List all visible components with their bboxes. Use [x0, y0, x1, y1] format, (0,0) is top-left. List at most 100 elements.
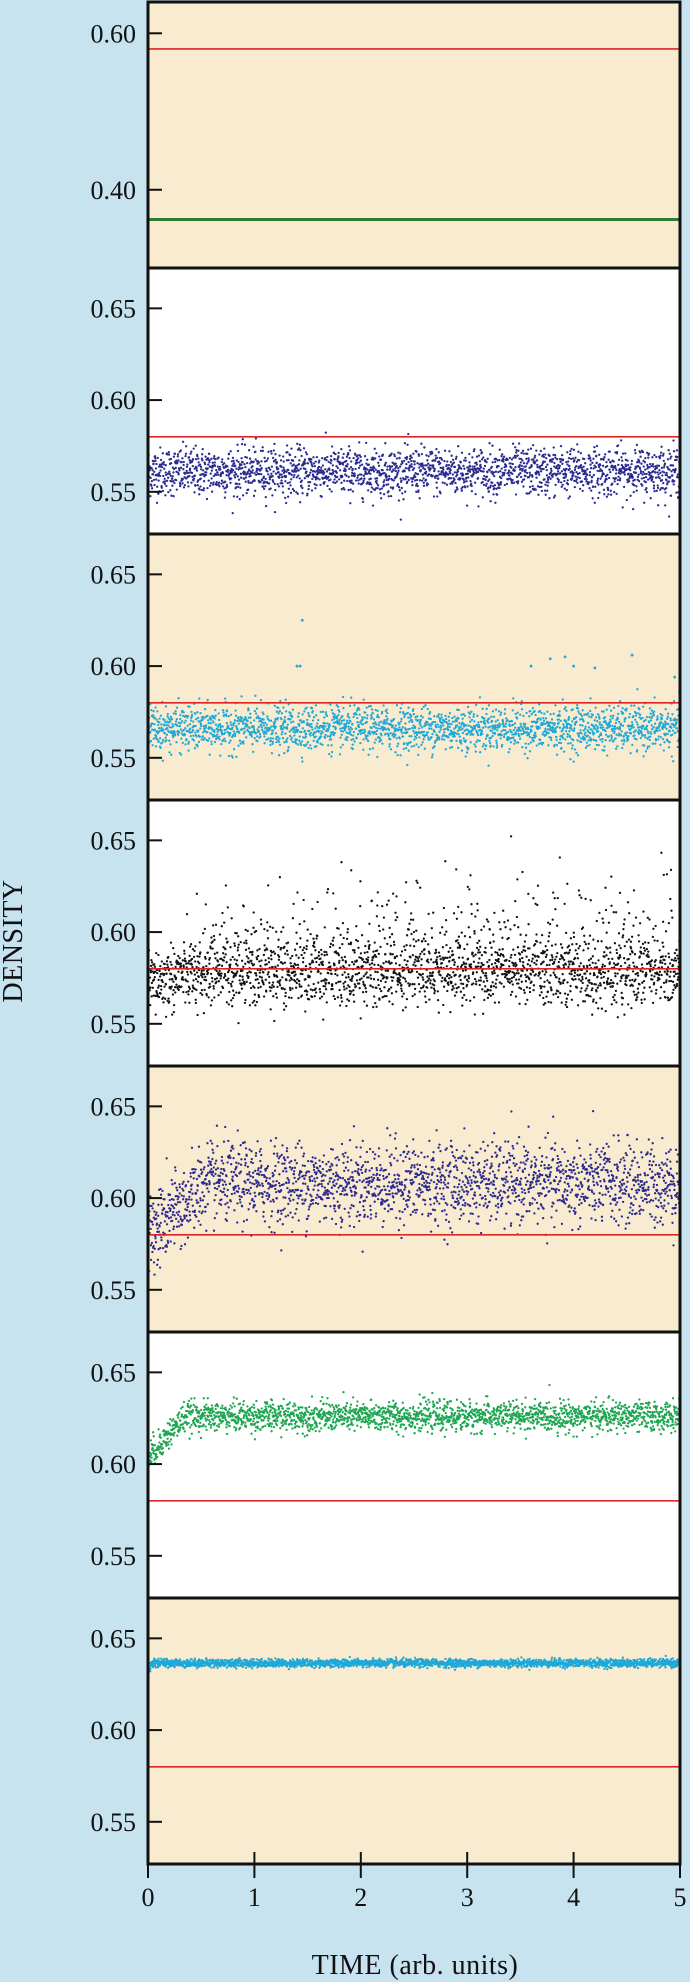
data-point	[257, 725, 260, 729]
data-point	[178, 467, 181, 470]
data-point	[268, 482, 271, 485]
data-point	[234, 962, 238, 966]
data-point	[172, 480, 175, 483]
data-point	[491, 473, 495, 476]
data-point	[331, 464, 334, 467]
data-point	[467, 476, 470, 479]
data-point	[438, 730, 441, 734]
data-point	[314, 714, 318, 717]
data-point	[345, 721, 349, 724]
data-point	[475, 723, 478, 727]
data-point	[293, 728, 296, 732]
data-point	[349, 726, 352, 729]
data-point	[158, 721, 161, 724]
data-point	[292, 730, 295, 733]
data-point	[608, 468, 611, 471]
data-point	[362, 738, 365, 741]
data-point	[377, 723, 381, 727]
data-point	[319, 742, 322, 745]
data-point	[365, 706, 368, 709]
data-point	[276, 985, 279, 989]
data-point	[185, 962, 188, 965]
data-point	[639, 471, 642, 475]
data-point	[466, 733, 469, 736]
data-point	[351, 743, 354, 746]
data-point	[511, 442, 515, 445]
data-point	[269, 1008, 272, 1011]
data-point	[537, 742, 541, 746]
data-point	[387, 733, 390, 736]
data-point	[466, 705, 470, 709]
data-point	[220, 729, 223, 732]
data-point	[408, 469, 411, 472]
data-point	[231, 511, 234, 515]
data-point	[293, 473, 296, 477]
data-point	[535, 459, 539, 462]
data-point	[225, 961, 228, 964]
data-point	[405, 731, 409, 734]
data-point	[250, 471, 254, 474]
data-point	[439, 466, 442, 469]
data-point	[200, 974, 203, 977]
data-point	[371, 456, 374, 459]
data-point	[230, 467, 233, 471]
data-point	[206, 971, 210, 975]
data-point	[592, 467, 595, 470]
data-point	[410, 459, 413, 463]
data-point	[168, 1000, 171, 1003]
data-point	[523, 478, 526, 481]
data-point	[269, 468, 272, 471]
data-point	[198, 955, 201, 958]
data-point	[406, 476, 409, 479]
data-point	[178, 730, 181, 734]
data-point	[237, 744, 240, 747]
data-point	[422, 467, 425, 470]
data-point	[299, 467, 302, 470]
data-point	[498, 458, 501, 462]
data-point	[400, 728, 403, 731]
data-point	[237, 478, 241, 481]
data-point	[278, 710, 282, 713]
data-point	[360, 463, 364, 466]
data-point	[489, 736, 493, 739]
data-point	[400, 479, 403, 482]
data-point	[422, 730, 426, 734]
data-point	[289, 484, 292, 487]
data-point	[172, 735, 175, 739]
data-point	[241, 978, 244, 981]
data-point	[342, 730, 345, 733]
data-point	[380, 734, 383, 737]
data-point	[519, 729, 522, 732]
data-point	[363, 730, 367, 733]
data-point	[351, 467, 354, 471]
data-point	[185, 469, 188, 473]
data-point	[451, 473, 454, 476]
data-point	[251, 1001, 254, 1004]
data-point	[208, 459, 211, 462]
data-point	[613, 725, 617, 728]
data-point	[449, 472, 452, 475]
data-point	[240, 982, 243, 985]
data-point	[184, 719, 187, 722]
data-point	[378, 721, 381, 724]
data-point	[207, 719, 210, 722]
data-point	[361, 723, 365, 726]
data-point	[192, 734, 195, 737]
data-point	[270, 958, 273, 961]
data-point	[457, 746, 460, 749]
data-point	[160, 723, 163, 726]
data-point	[550, 469, 553, 473]
data-point	[418, 479, 422, 482]
data-point	[674, 719, 677, 722]
data-point	[566, 479, 569, 482]
data-point	[587, 712, 590, 715]
data-point	[203, 927, 207, 931]
data-point	[541, 741, 545, 745]
data-point	[194, 731, 197, 734]
panel-2: 0.550.600.65	[91, 266, 682, 536]
data-point	[350, 696, 353, 699]
data-point	[470, 710, 473, 713]
data-point	[222, 711, 225, 714]
data-point	[159, 469, 162, 472]
data-point	[404, 746, 408, 750]
